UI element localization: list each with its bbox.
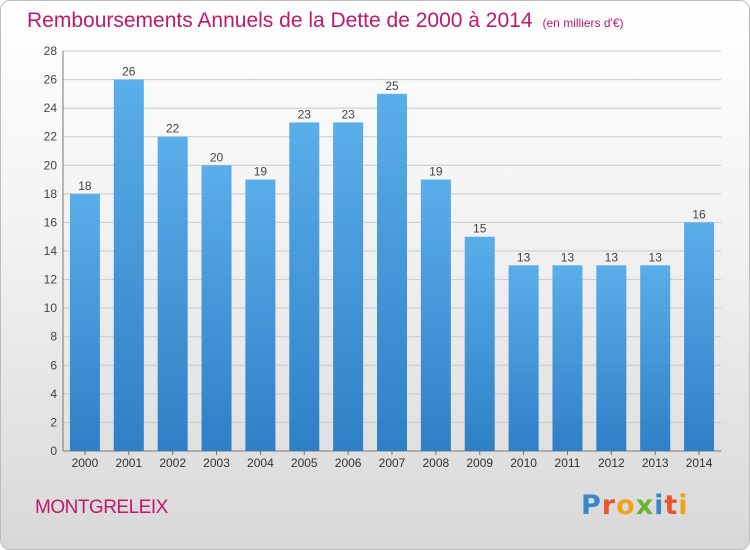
bar-value-label: 26 [122, 65, 136, 79]
y-tick-label: 4 [50, 387, 57, 401]
x-tick-label: 2001 [115, 456, 142, 470]
x-tick-label: 2012 [598, 456, 625, 470]
logo-letter: t [664, 490, 679, 521]
bar-2005 [289, 122, 320, 451]
y-tick-label: 16 [44, 215, 58, 229]
bar-2007 [377, 93, 407, 451]
bar-value-label: 13 [561, 250, 575, 264]
bar-value-label: 19 [429, 165, 443, 179]
bar-2004 [245, 179, 276, 452]
x-tick-label: 2002 [159, 456, 186, 470]
y-tick-label: 22 [44, 130, 58, 144]
y-tick-label: 12 [44, 273, 58, 287]
y-tick-label: 24 [44, 101, 58, 115]
x-tick-label: 2008 [423, 456, 450, 470]
bar-2001 [113, 79, 144, 452]
bar-value-label: 25 [385, 79, 399, 93]
x-tick-label: 2000 [72, 456, 99, 470]
bar-2009 [464, 236, 495, 451]
y-tick-label: 8 [50, 330, 57, 344]
bar-2012 [596, 265, 627, 451]
x-tick-label: 2005 [291, 456, 318, 470]
bar-2014 [684, 222, 715, 451]
bar-value-label: 18 [78, 179, 92, 193]
chart-title: Remboursements Annuels de la Dette de 20… [27, 9, 624, 33]
bar-2011 [552, 265, 583, 451]
y-tick-label: 10 [44, 301, 58, 315]
bar-value-label: 13 [649, 250, 663, 264]
y-tick-label: 18 [44, 187, 58, 201]
logo-letter: o [616, 490, 636, 521]
logo-letter: x [635, 490, 655, 521]
x-tick-label: 2004 [247, 456, 274, 470]
chart-subtitle: (en milliers d'€) [542, 16, 624, 30]
bar-value-label: 16 [692, 207, 706, 221]
logo-letter: i [678, 490, 689, 521]
x-tick-label: 2006 [335, 456, 362, 470]
y-tick-label: 2 [50, 415, 57, 429]
x-tick-label: 2014 [686, 456, 713, 470]
y-tick-label: 14 [44, 244, 58, 258]
y-tick-label: 28 [44, 44, 58, 58]
x-tick-label: 2007 [379, 456, 406, 470]
y-tick-label: 20 [44, 158, 58, 172]
bar-value-label: 22 [166, 122, 180, 136]
x-tick-label: 2009 [466, 456, 493, 470]
bar-2010 [508, 265, 539, 451]
logo-letter: P [581, 490, 602, 521]
bar-value-label: 23 [298, 107, 312, 121]
bar-2003 [201, 165, 232, 452]
logo-letter: i [654, 490, 665, 521]
bar-2013 [640, 265, 671, 451]
chart-title-text: Remboursements Annuels de la Dette de 20… [27, 9, 533, 32]
bar-value-label: 23 [341, 107, 355, 121]
bar-value-label: 13 [605, 250, 619, 264]
bar-2000 [69, 193, 100, 451]
proxiti-logo[interactable]: Proxiti [581, 490, 689, 521]
x-tick-label: 2013 [642, 456, 669, 470]
bar-value-label: 15 [473, 222, 487, 236]
logo-letter: r [601, 490, 617, 521]
x-tick-label: 2003 [203, 456, 230, 470]
y-tick-label: 0 [50, 444, 57, 458]
y-tick-label: 26 [44, 73, 58, 87]
x-tick-label: 2011 [555, 456, 581, 470]
bar-2006 [333, 122, 364, 451]
bar-value-label: 19 [254, 165, 268, 179]
bar-value-label: 20 [210, 150, 224, 164]
bar-2002 [157, 136, 188, 451]
bar-value-label: 13 [517, 250, 531, 264]
y-tick-label: 6 [50, 358, 57, 372]
city-name: MONTGRELEIX [35, 497, 168, 518]
x-tick-label: 2010 [510, 456, 537, 470]
bar-2008 [420, 179, 451, 452]
